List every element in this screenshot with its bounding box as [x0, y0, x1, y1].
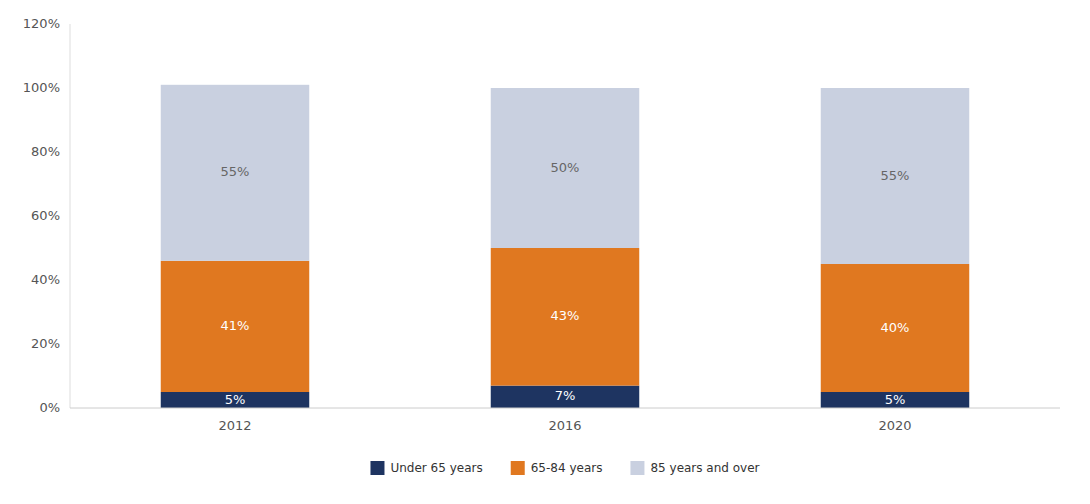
x-axis: 2012 2016 2020 [70, 408, 1060, 433]
legend-label: 65-84 years [531, 461, 603, 475]
data-label: 7% [555, 388, 576, 403]
legend-swatch [630, 461, 644, 475]
bars [161, 85, 970, 408]
bar-segment [161, 85, 310, 261]
x-tick-label: 2016 [548, 418, 581, 433]
data-label: 55% [221, 164, 250, 179]
data-label: 5% [225, 392, 246, 407]
bar-segment [821, 264, 970, 392]
legend-item: Under 65 years [370, 461, 482, 476]
y-tick-label: 120% [23, 16, 60, 31]
y-tick-label: 20% [31, 336, 60, 351]
data-label: 41% [221, 318, 250, 333]
legend-swatch [370, 461, 384, 475]
legend-item: 65-84 years [511, 461, 603, 476]
data-label: 43% [551, 308, 580, 323]
x-axis-line [70, 408, 1060, 409]
data-label: 40% [881, 320, 910, 335]
bar-segment [161, 392, 310, 408]
y-tick-label: 60% [31, 208, 60, 223]
bar-segment [491, 88, 640, 248]
data-label: 50% [551, 160, 580, 175]
legend-label: 85 years and over [650, 461, 759, 475]
legend: Under 65 years 65-84 years 85 years and ov… [370, 461, 759, 476]
y-tick-label: 100% [23, 80, 60, 95]
y-tick-label: 80% [31, 144, 60, 159]
chart-svg: 0%20%40%60%80%100%120%5%41%55%7%43%50%5%… [0, 0, 1090, 504]
y-tick-label: 0% [39, 400, 60, 415]
x-tick-label: 2012 [218, 418, 251, 433]
data-label: 55% [881, 168, 910, 183]
y-axis-line [70, 24, 71, 408]
legend-swatch [511, 461, 525, 475]
bar-segment [161, 261, 310, 392]
bar-segment [821, 88, 970, 264]
y-tick-label: 40% [31, 272, 60, 287]
x-tick-label: 2020 [878, 418, 911, 433]
bar-segment [491, 386, 640, 408]
data-label: 5% [885, 392, 906, 407]
bar-segment [821, 392, 970, 408]
bar-segment [491, 248, 640, 386]
legend-label: Under 65 years [390, 461, 482, 475]
data-labels: 5% 41% 55% 7% 43% 50% 5% 40% 55% [221, 160, 910, 407]
legend-item: 85 years and over [630, 461, 759, 476]
y-axis: 0% 20% 40% 60% 80% 100% 120% [23, 16, 70, 415]
chart-container: 0%20%40%60%80%100%120%5%41%55%7%43%50%5%… [0, 0, 1090, 504]
